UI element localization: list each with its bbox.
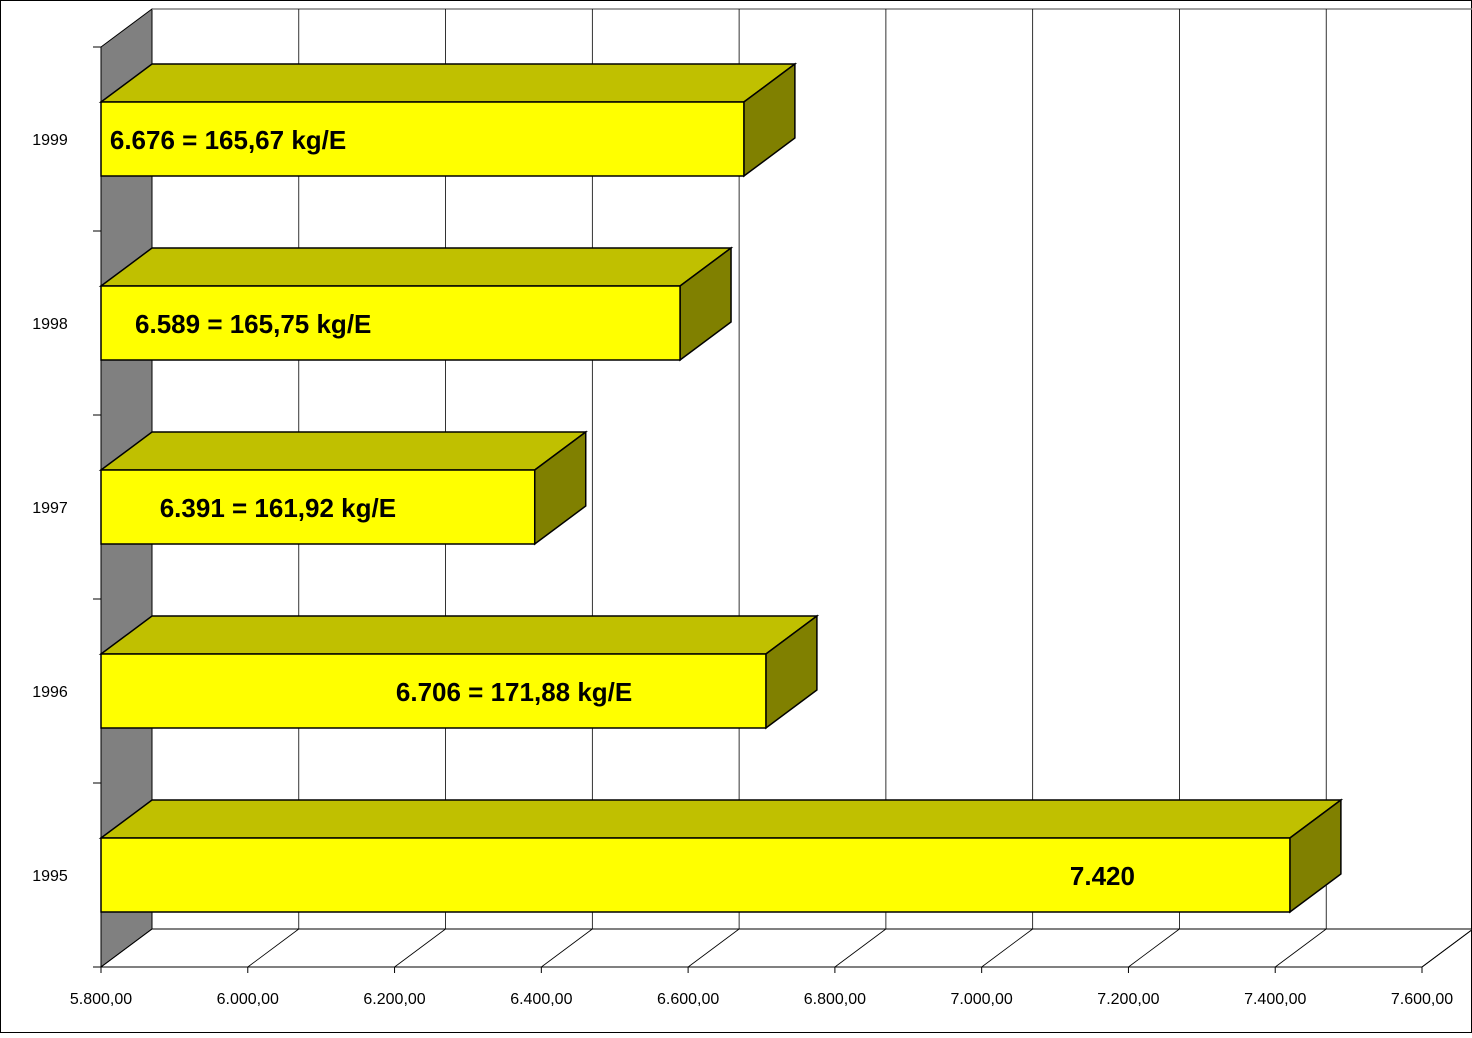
floor-gridline — [247, 928, 300, 968]
floor-gridline — [1274, 928, 1327, 968]
floor-gridline — [1421, 929, 1472, 968]
floor — [99, 928, 1472, 968]
bar-1996[interactable] — [98, 614, 820, 730]
floor-gridline — [1128, 928, 1180, 968]
floor-gridline — [834, 928, 887, 968]
bar-data-label: 6.706 = 171,88 kg/E — [396, 677, 632, 707]
y-category-label: 1997 — [32, 500, 68, 517]
y-category-label: 1999 — [32, 132, 68, 149]
bar-data-label: 6.391 = 161,92 kg/E — [160, 493, 396, 523]
bar-front-face[interactable] — [100, 285, 681, 361]
floor-gridline — [981, 928, 1033, 968]
x-tick-label: 7.200,00 — [1097, 991, 1159, 1008]
y-category-label: 1998 — [32, 316, 68, 333]
y-category-label: 1995 — [32, 868, 68, 885]
bar-1999[interactable] — [98, 62, 798, 178]
x-tick-label: 5.800,00 — [70, 991, 132, 1008]
bar-front-face[interactable] — [100, 101, 745, 177]
x-tick-label: 6.800,00 — [804, 991, 866, 1008]
bar-data-label: 6.589 = 165,75 kg/E — [135, 309, 371, 339]
x-tick-label: 7.000,00 — [951, 991, 1013, 1008]
bar-front-face[interactable] — [100, 653, 767, 729]
y-category-label: 1996 — [32, 684, 68, 701]
bar-1998[interactable] — [98, 246, 734, 362]
bar-top-face — [98, 63, 798, 103]
bar-top-face — [98, 799, 1344, 839]
bar-top-face — [98, 615, 820, 655]
bar-1995[interactable] — [98, 798, 1344, 914]
bar-top-face — [98, 247, 734, 287]
bar-top-face — [98, 431, 588, 471]
bar-front-face[interactable] — [100, 837, 1291, 913]
floor-gridline — [541, 928, 593, 968]
bar-data-label: 7.420 — [1070, 861, 1135, 891]
bar-front-face[interactable] — [100, 469, 536, 545]
bar-data-label: 6.676 = 165,67 kg/E — [110, 125, 346, 155]
floor-gridline — [687, 928, 740, 968]
floor-gridline — [394, 928, 446, 968]
x-tick-label: 6.000,00 — [217, 991, 279, 1008]
x-tick-label: 6.600,00 — [657, 991, 719, 1008]
x-tick-label: 6.400,00 — [510, 991, 572, 1008]
x-tick-label: 7.600,00 — [1391, 991, 1453, 1008]
x-tick-label: 7.400,00 — [1244, 991, 1306, 1008]
x-tick-label: 6.200,00 — [363, 991, 425, 1008]
floor-gridline — [100, 928, 153, 968]
bar-1997[interactable] — [98, 430, 588, 546]
